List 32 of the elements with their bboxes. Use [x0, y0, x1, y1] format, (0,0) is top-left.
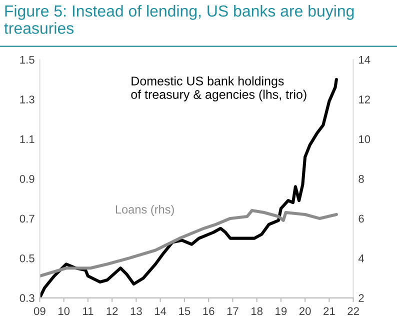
y-tick-label: 0.7 [20, 214, 34, 223]
y2-tick-label: 10 [359, 135, 370, 144]
y-tick-label: 0.3 [20, 294, 34, 302]
y2-tick-label: 6 [358, 214, 364, 223]
series-label: Domestic US bank holdings of treasury & agencies (lhs, trio) [131, 76, 306, 102]
x-tick-label: 16 [203, 307, 214, 316]
x-tick-label: 15 [179, 307, 190, 316]
x-tick-label: 17 [227, 307, 238, 315]
y-tick-label: 1.5 [20, 56, 34, 64]
x-tick-label: 09 [34, 307, 46, 316]
y-tick-label: 0.5 [20, 254, 34, 262]
y2-tick-label: 4 [358, 254, 364, 262]
x-tick-label: 13 [130, 307, 142, 316]
y2-tick-label: 2 [358, 294, 364, 302]
x-tick-label: 11 [83, 307, 94, 315]
x-tick-label: 20 [299, 307, 311, 316]
x-tick-label: 10 [58, 307, 70, 316]
y-tick-label: 1.1 [20, 135, 34, 144]
y2-tick-label: 12 [359, 96, 370, 104]
x-tick-label: 18 [251, 307, 263, 316]
x-tick-label: 14 [154, 307, 166, 315]
y2-tick-label: 14 [359, 56, 370, 64]
line-series [40, 78, 338, 298]
y-tick-label: 0.9 [20, 175, 34, 183]
x-tick-label: 12 [106, 307, 118, 315]
chart-title: Figure 5: Instead of lending, US banks are buying treasuries [4, 4, 354, 34]
y2-tick-label: 8 [358, 175, 364, 183]
series-label: Loans (rhs) [116, 204, 174, 216]
x-tick-label: 21 [324, 307, 335, 315]
x-tick-label: 22 [348, 307, 359, 315]
y-tick-label: 1.3 [20, 96, 34, 104]
x-tick-label: 19 [276, 307, 287, 316]
